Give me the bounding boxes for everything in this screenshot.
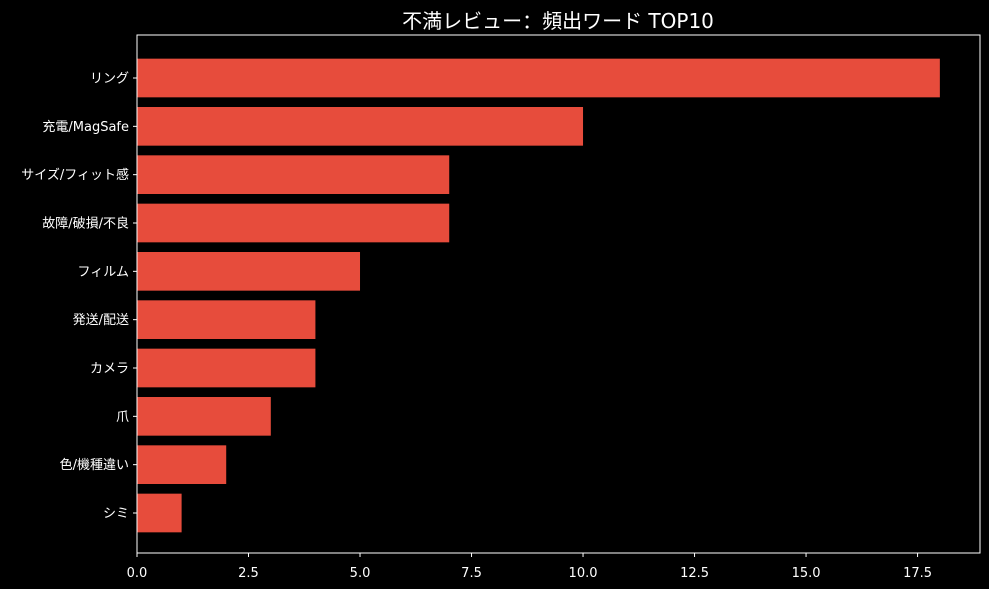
x-tick-label: 17.5 <box>903 566 932 581</box>
bar <box>137 155 450 194</box>
y-tick-label: サイズ/フィット感 <box>21 167 129 183</box>
x-ticks: 0.0 2.5 5.0 7.5 10.0 12.5 15.0 17.5 <box>127 553 932 581</box>
bar <box>137 493 182 533</box>
bar <box>137 348 316 388</box>
y-tick-label: 爪 <box>116 410 129 425</box>
y-tick-label: 発送/配送 <box>73 313 129 328</box>
x-tick-label: 15.0 <box>792 566 821 581</box>
bar <box>137 252 361 291</box>
y-tick-label: リング <box>90 72 129 87</box>
x-tick-label: 10.0 <box>569 566 598 581</box>
bar <box>137 58 940 98</box>
y-tick-label: 充電/MagSafe <box>42 119 129 135</box>
bar <box>137 203 450 243</box>
bar <box>137 107 584 146</box>
bar <box>137 445 227 484</box>
bars-group <box>137 58 940 533</box>
y-tick-label: シミ <box>103 507 129 522</box>
x-tick-label: 0.0 <box>127 566 148 581</box>
x-tick-label: 5.0 <box>350 566 371 581</box>
y-tick-label: 色/機種違い <box>60 457 129 473</box>
y-tick-label: フィルム <box>78 265 129 280</box>
x-tick-label: 7.5 <box>461 566 482 581</box>
y-tick-label: 故障/破損/不良 <box>42 216 129 232</box>
chart-title: 不満レビュー：頻出ワード TOP10 <box>402 9 714 33</box>
x-tick-label: 12.5 <box>680 566 709 581</box>
bar <box>137 300 316 339</box>
bar <box>137 397 271 436</box>
plot-frame <box>136 34 981 554</box>
x-tick-label: 2.5 <box>238 566 259 581</box>
y-tick-label: カメラ <box>90 362 129 377</box>
